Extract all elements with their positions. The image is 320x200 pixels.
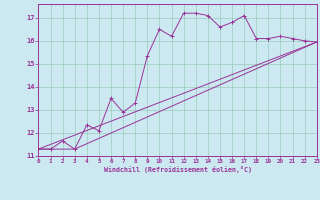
X-axis label: Windchill (Refroidissement éolien,°C): Windchill (Refroidissement éolien,°C) <box>104 166 252 173</box>
